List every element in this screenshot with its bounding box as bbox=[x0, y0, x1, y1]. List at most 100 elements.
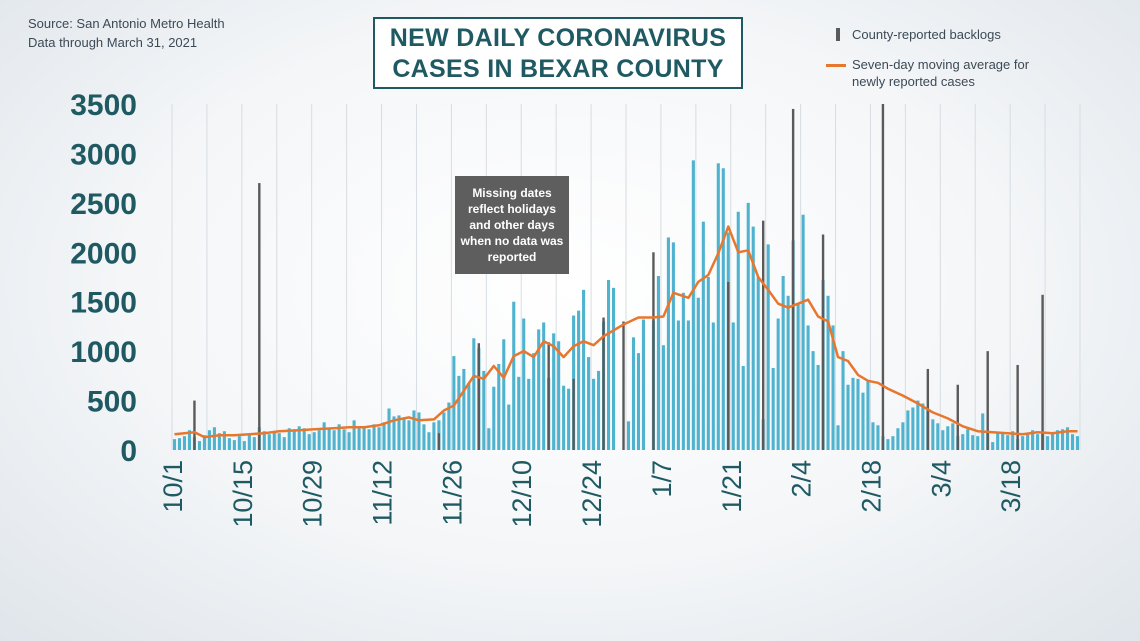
case-bar bbox=[392, 416, 396, 450]
case-bar bbox=[951, 423, 955, 450]
case-bar bbox=[367, 429, 371, 450]
case-bar bbox=[442, 412, 446, 450]
title-line-2: CASES IN BEXAR COUNTY bbox=[392, 55, 724, 83]
case-bar bbox=[976, 436, 980, 450]
backlog-bar bbox=[727, 281, 730, 450]
case-bar bbox=[537, 329, 541, 450]
case-bar bbox=[906, 410, 910, 450]
x-tick-label: 10/29 bbox=[298, 460, 328, 528]
case-bar bbox=[272, 432, 276, 450]
case-bar bbox=[372, 424, 376, 450]
case-bar bbox=[462, 368, 466, 450]
case-bar bbox=[467, 382, 471, 450]
case-bar bbox=[432, 422, 436, 450]
backlog-bar bbox=[477, 343, 481, 450]
case-bar bbox=[736, 211, 740, 450]
backlog-bar bbox=[652, 252, 655, 450]
case-bars bbox=[172, 160, 1080, 451]
case-bar bbox=[282, 437, 286, 450]
case-bar bbox=[327, 428, 331, 450]
case-bar bbox=[342, 429, 346, 450]
case-bar bbox=[277, 433, 281, 450]
chart-title: NEW DAILY CORONAVIRUS CASES IN BEXAR COU… bbox=[373, 17, 743, 89]
case-bar bbox=[337, 424, 341, 450]
case-bar bbox=[966, 429, 970, 450]
missing-dates-note-text: Missing dates reflect holidays and other… bbox=[460, 186, 564, 264]
case-bar bbox=[377, 427, 381, 450]
case-bar bbox=[457, 375, 461, 450]
data-through-line: Data through March 31, 2021 bbox=[28, 35, 198, 50]
case-bar bbox=[826, 295, 830, 450]
case-bar bbox=[487, 428, 491, 450]
case-bar bbox=[357, 426, 361, 450]
case-bar bbox=[542, 322, 546, 450]
case-bar bbox=[716, 163, 720, 451]
x-tick-label: 1/21 bbox=[717, 460, 747, 513]
case-bar bbox=[312, 432, 316, 450]
case-bar bbox=[676, 320, 680, 450]
case-bar bbox=[202, 435, 206, 450]
case-bar bbox=[1021, 436, 1025, 450]
case-bar bbox=[891, 436, 895, 450]
case-bar bbox=[587, 357, 591, 450]
case-bar bbox=[227, 438, 231, 450]
case-bar bbox=[187, 430, 192, 450]
case-bar bbox=[691, 160, 695, 450]
case-bar bbox=[507, 404, 511, 450]
legend: County-reported backlogs Seven-day movin… bbox=[826, 26, 1052, 103]
case-bar bbox=[876, 425, 880, 450]
case-bar bbox=[452, 356, 456, 450]
backlog-bar bbox=[572, 378, 575, 450]
y-tick-label: 500 bbox=[87, 386, 137, 419]
case-bar bbox=[422, 424, 426, 450]
case-bar bbox=[711, 322, 715, 450]
case-bar bbox=[207, 430, 211, 450]
case-bar bbox=[701, 221, 705, 450]
x-tick-label: 11/26 bbox=[437, 460, 467, 526]
case-bar bbox=[936, 423, 940, 450]
case-bar bbox=[322, 422, 326, 450]
case-bar bbox=[806, 325, 810, 450]
backlog-bar bbox=[956, 384, 959, 450]
case-bar bbox=[991, 442, 995, 450]
case-bar bbox=[731, 322, 735, 450]
legend-label-average: Seven-day moving average for newly repor… bbox=[852, 57, 1030, 89]
case-bar bbox=[746, 202, 750, 450]
backlog-bar bbox=[791, 108, 795, 450]
case-bar bbox=[811, 351, 815, 450]
backlog-bar bbox=[881, 104, 885, 450]
case-bar bbox=[582, 289, 586, 450]
case-bar bbox=[222, 431, 226, 450]
case-bar bbox=[307, 434, 311, 450]
y-tick-label: 1000 bbox=[70, 336, 137, 369]
backlog-bar bbox=[1016, 364, 1019, 450]
case-bar bbox=[557, 341, 561, 450]
case-bar bbox=[212, 427, 216, 450]
x-axis-ticks: 10/1 10/15 10/29 11/12 11/26 12/10 12/24 1/7 1/2… bbox=[158, 460, 1026, 528]
source-note: Source: San Antonio Metro Health Data th… bbox=[28, 14, 225, 52]
case-bar bbox=[961, 434, 965, 450]
case-bar bbox=[771, 367, 775, 450]
backlog-bar bbox=[1041, 294, 1044, 450]
case-bar bbox=[741, 365, 745, 450]
y-tick-label: 2500 bbox=[70, 188, 137, 221]
case-bar bbox=[946, 426, 950, 450]
case-bar bbox=[796, 303, 800, 450]
case-bar bbox=[512, 301, 516, 450]
backlog-bar bbox=[821, 234, 825, 450]
case-bar bbox=[362, 427, 366, 450]
case-bar bbox=[347, 432, 351, 450]
case-bar bbox=[217, 433, 221, 450]
title-line-1: NEW DAILY CORONAVIRUS bbox=[389, 24, 727, 52]
case-bar bbox=[636, 353, 641, 450]
case-bar bbox=[1065, 427, 1070, 450]
case-bar bbox=[831, 325, 835, 450]
case-bar bbox=[1026, 433, 1030, 450]
backlog-bar bbox=[602, 317, 605, 450]
case-bar bbox=[971, 435, 975, 450]
case-bar bbox=[886, 439, 890, 450]
case-bar bbox=[267, 434, 271, 450]
case-bar bbox=[706, 277, 710, 450]
case-bar bbox=[896, 428, 900, 450]
case-bar bbox=[681, 292, 685, 450]
